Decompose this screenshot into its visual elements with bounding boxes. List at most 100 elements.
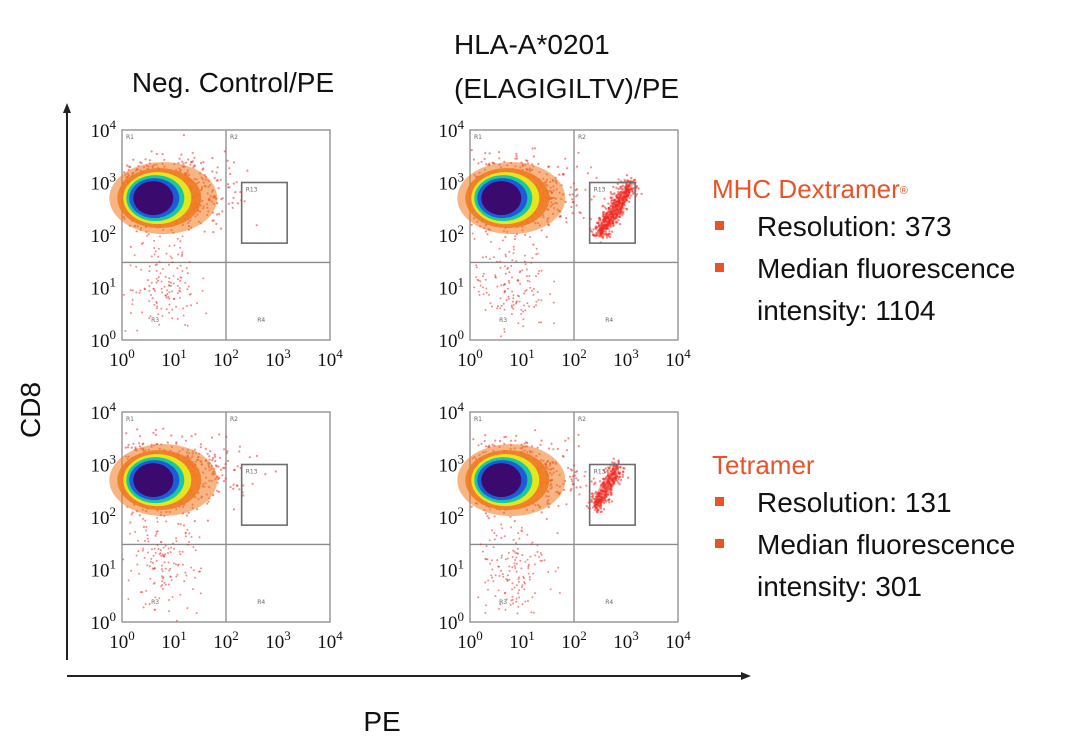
event-dot-positive <box>612 201 615 204</box>
event-dot-low <box>168 291 171 294</box>
event-dot <box>194 433 197 436</box>
gate-label-r4: R4 <box>605 317 613 324</box>
event-dot <box>242 494 245 497</box>
event-dot <box>470 223 473 226</box>
y-tick-exponent: 4 <box>458 399 465 414</box>
event-dot <box>590 480 593 483</box>
y-axis-label: CD8 <box>15 382 46 438</box>
x-tick-label: 102 <box>561 628 587 653</box>
y-tick-label: 100 <box>91 327 117 352</box>
event-dot-positive <box>619 202 623 205</box>
event-dot-low <box>482 293 485 296</box>
event-dot-low <box>508 569 511 572</box>
x-tick-exponent: 4 <box>684 346 691 361</box>
event-dot-positive <box>617 206 620 210</box>
event-dot-low <box>505 299 508 302</box>
event-dot-positive <box>612 203 615 206</box>
event-dot-low <box>525 275 528 277</box>
event-dot-low <box>512 602 514 605</box>
y-tick-label: 100 <box>439 327 465 352</box>
event-dot-low <box>497 589 500 592</box>
x-tick-label: 103 <box>265 346 291 371</box>
event-dot-low <box>129 264 132 267</box>
event-dot-low <box>185 305 188 307</box>
event-dot-positive <box>615 215 618 219</box>
event-dot-low <box>159 235 161 238</box>
dextramer-resolution: Resolution: 373 <box>757 211 952 242</box>
event-dot <box>163 158 166 161</box>
event-dot-low <box>528 578 531 581</box>
event-dot <box>595 176 598 179</box>
y-tick-exponent: 3 <box>110 452 117 467</box>
event-dot <box>582 216 585 220</box>
event-dot-low <box>161 570 164 573</box>
event-dot-low <box>527 600 529 603</box>
event-dot-low <box>169 255 172 258</box>
x-tick-label: 101 <box>161 346 187 371</box>
event-dot-positive <box>615 221 618 224</box>
event-dot-low <box>537 272 540 275</box>
event-dot-positive <box>606 223 609 226</box>
event-dot-positive <box>600 227 604 230</box>
tetramer-title: Tetramer <box>712 448 1072 482</box>
event-dot <box>221 474 224 477</box>
x-tick-label: 100 <box>457 346 483 371</box>
event-dot <box>199 446 202 449</box>
event-dot <box>556 165 559 168</box>
event-dot-low <box>549 588 552 591</box>
event-dot <box>166 441 169 444</box>
event-dot-low <box>500 556 503 559</box>
event-dot-positive <box>604 227 607 230</box>
event-dot-low <box>172 562 175 565</box>
event-dot <box>586 172 590 175</box>
event-dot-low <box>526 302 529 305</box>
event-dot-low <box>504 272 507 275</box>
event-dot <box>181 160 184 163</box>
event-dot-low <box>496 285 499 288</box>
event-dot-low <box>503 535 506 538</box>
event-dot <box>211 170 214 173</box>
event-dot-positive <box>623 191 626 194</box>
y-tick-exponent: 2 <box>110 222 117 237</box>
event-dot <box>182 134 185 137</box>
event-dot <box>226 159 229 162</box>
event-dot-low <box>165 294 167 297</box>
event-dot-low <box>513 562 516 565</box>
event-dot-low <box>532 293 535 296</box>
event-dot <box>222 480 226 483</box>
event-dot-low <box>149 577 152 580</box>
event-dot-low <box>175 563 177 566</box>
event-dot-low <box>501 239 504 242</box>
event-dot-low <box>179 276 182 279</box>
event-dot <box>255 454 258 458</box>
gate-label-r13: R13 <box>246 469 258 476</box>
event-dot-positive <box>611 224 615 227</box>
event-dot-low <box>529 286 532 289</box>
event-dot-low <box>171 290 174 293</box>
event-dot-low <box>129 289 132 292</box>
event-dot <box>589 166 593 169</box>
event-dot <box>488 152 491 155</box>
event-dot-low <box>186 288 189 291</box>
event-dot <box>208 455 211 458</box>
event-dot-positive <box>629 194 633 197</box>
x-tick-label: 104 <box>317 346 343 371</box>
event-dot-low <box>531 541 534 544</box>
event-dot <box>565 449 569 452</box>
event-dot-positive <box>615 186 618 190</box>
event-dot-positive <box>601 205 604 208</box>
event-dot-low <box>512 307 515 310</box>
event-dot-low <box>148 565 151 568</box>
event-dot-low <box>155 277 158 280</box>
event-dot <box>187 511 190 514</box>
event-dot-low <box>511 588 513 591</box>
density-core <box>133 463 174 498</box>
dextramer-resolution-item: Resolution: 373 <box>712 206 1072 248</box>
event-dot-positive <box>617 210 620 214</box>
event-dot-low <box>523 292 526 295</box>
event-dot-low <box>493 532 496 534</box>
event-dot-low <box>504 253 507 256</box>
tetramer-mfi-value: intensity: 301 <box>757 571 922 602</box>
event-dot <box>568 193 572 196</box>
